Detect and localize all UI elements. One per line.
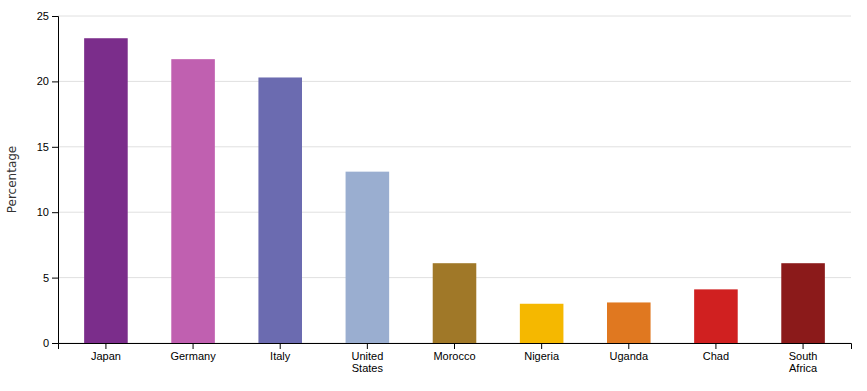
x-tick-mark (628, 343, 629, 349)
y-tick: 10 (37, 206, 58, 218)
y-tick-mark (52, 212, 58, 213)
x-tick: SouthAfrica (789, 343, 818, 374)
y-tick-label: 25 (37, 10, 49, 22)
bars (84, 38, 825, 343)
x-tick-mark (280, 343, 281, 349)
bar (171, 59, 215, 343)
y-axis-line (52, 17, 59, 344)
x-tick-label: Morocco (433, 350, 475, 362)
y-axis-title: Percentage (5, 146, 19, 214)
x-tick-label: Italy (270, 350, 291, 362)
bar (84, 38, 128, 343)
x-tick-label: Uganda (610, 350, 649, 362)
x-tick: Germany (170, 343, 216, 362)
x-tick-mark (193, 343, 194, 349)
x-tick: UnitedStates (351, 343, 383, 374)
x-tick-mark (367, 343, 368, 349)
x-tick-mark (105, 343, 106, 349)
x-tick-mark (541, 343, 542, 349)
x-tick-label: Nigeria (524, 350, 560, 362)
y-tick-label: 5 (43, 272, 49, 284)
x-tick-label: UnitedStates (351, 350, 383, 375)
x-tick: Japan (91, 343, 121, 362)
bar (258, 77, 302, 343)
grid-line (58, 16, 851, 17)
x-tick-label: Germany (170, 350, 216, 362)
y-axis: 0 5 10 15 20 25 (37, 10, 59, 349)
bar (694, 289, 738, 343)
x-tick: Uganda (610, 343, 649, 362)
y-tick: 25 (37, 10, 58, 22)
y-tick: 5 (43, 272, 58, 284)
bar (520, 304, 564, 343)
y-tick-label: 20 (37, 75, 49, 87)
bar (433, 263, 477, 343)
plot: Japan Germany Italy UnitedStates Morocco Nige… (37, 10, 852, 374)
x-axis-line (59, 344, 852, 350)
y-tick-label: 15 (37, 141, 49, 153)
grid (58, 16, 851, 343)
y-tick-mark (52, 278, 58, 279)
x-tick-mark (715, 343, 716, 349)
bar (346, 172, 390, 343)
x-tick: Chad (703, 343, 729, 362)
y-tick-label: 10 (37, 206, 49, 218)
x-tick: Nigeria (524, 343, 560, 362)
y-tick-label: 0 (43, 337, 49, 349)
chart: Japan Germany Italy UnitedStates Morocco Nige… (0, 0, 867, 391)
x-tick-label: Japan (91, 350, 121, 362)
y-tick-mark (52, 81, 58, 82)
bar (607, 302, 651, 343)
y-tick: 0 (43, 337, 58, 349)
x-tick-mark (454, 343, 455, 349)
x-tick-mark (803, 343, 804, 349)
y-tick-mark (52, 147, 58, 148)
y-tick: 20 (37, 75, 58, 87)
x-tick-label: SouthAfrica (789, 350, 818, 375)
y-tick-mark (52, 16, 58, 17)
y-tick: 15 (37, 141, 58, 153)
x-tick-label: Chad (703, 350, 729, 362)
y-tick-mark (52, 343, 58, 344)
x-tick: Italy (270, 343, 291, 362)
bar (781, 263, 825, 343)
x-axis: Japan Germany Italy UnitedStates Morocco Nige… (59, 343, 852, 374)
x-tick: Morocco (433, 343, 475, 362)
